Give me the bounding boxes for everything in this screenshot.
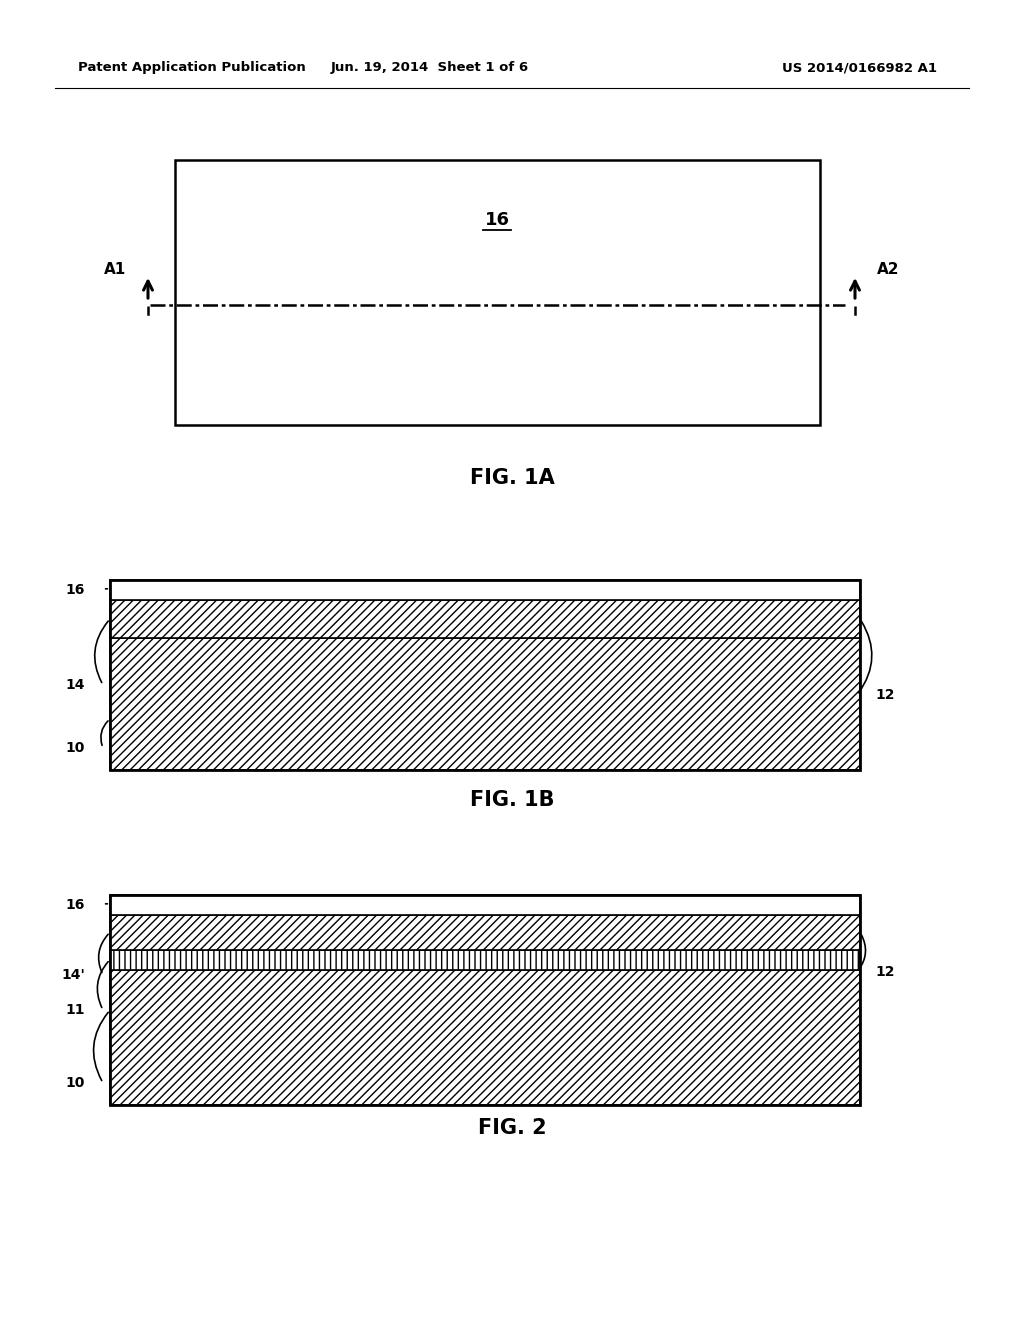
Text: 16: 16	[66, 583, 85, 597]
Text: 11: 11	[66, 1003, 85, 1016]
Text: Jun. 19, 2014  Sheet 1 of 6: Jun. 19, 2014 Sheet 1 of 6	[331, 62, 529, 74]
Bar	[110, 579, 860, 770]
Text: FIG. 1B: FIG. 1B	[470, 789, 554, 810]
Text: 12: 12	[874, 965, 895, 979]
Bar	[110, 895, 860, 1105]
Text: 10: 10	[66, 741, 85, 755]
Text: 16: 16	[484, 211, 510, 228]
Bar	[110, 915, 860, 949]
Text: FIG. 2: FIG. 2	[477, 1118, 547, 1138]
Bar	[110, 638, 860, 770]
Bar	[110, 579, 860, 601]
Text: 16: 16	[66, 898, 85, 912]
Text: 14': 14'	[61, 968, 85, 982]
Text: A1: A1	[103, 261, 126, 276]
Text: Patent Application Publication: Patent Application Publication	[78, 62, 306, 74]
Text: FIG. 1A: FIG. 1A	[470, 469, 554, 488]
Bar	[110, 895, 860, 915]
Text: 10: 10	[66, 1076, 85, 1090]
Text: A2: A2	[877, 261, 899, 276]
Bar	[110, 970, 860, 1105]
Text: 14: 14	[66, 678, 85, 692]
Bar	[110, 601, 860, 638]
Bar	[175, 160, 820, 425]
Bar	[110, 949, 860, 970]
Text: 12: 12	[874, 688, 895, 702]
Text: US 2014/0166982 A1: US 2014/0166982 A1	[782, 62, 938, 74]
